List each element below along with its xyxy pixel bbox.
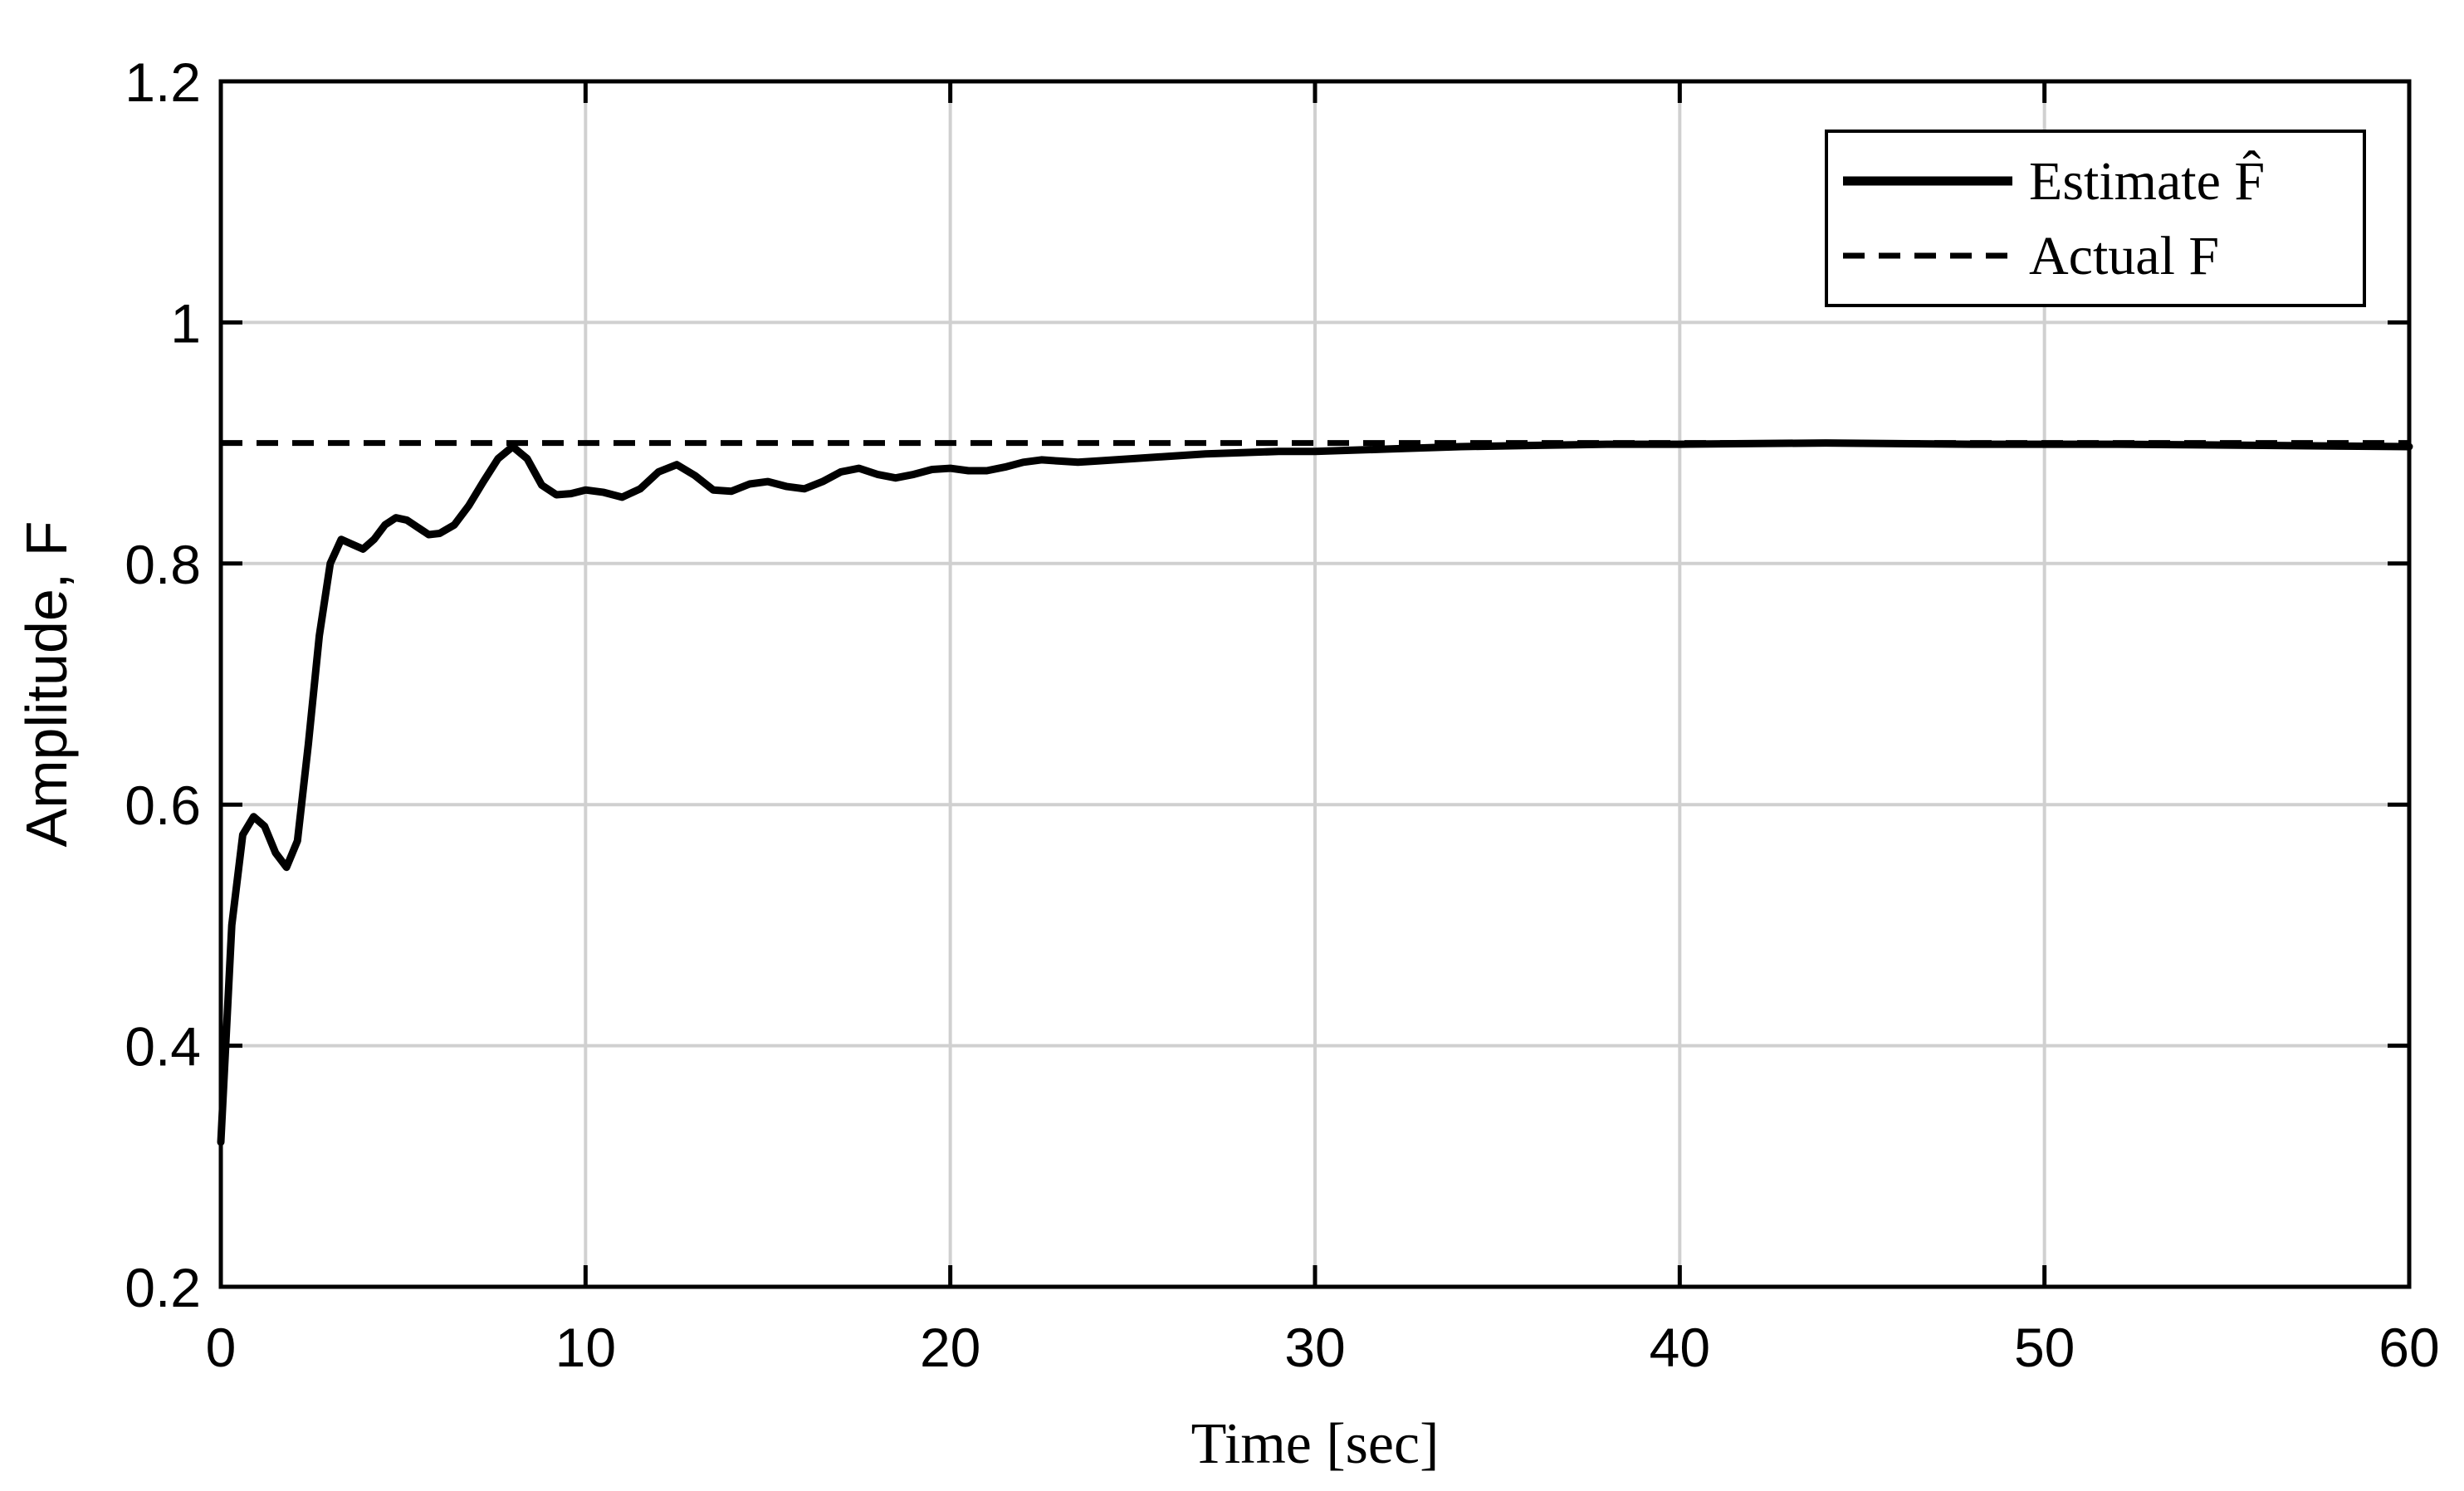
grid-lines [221,81,2409,1287]
y-axis-label: Amplitude, F [14,521,79,848]
y-tick-label: 0.2 [125,1257,201,1318]
x-tick-labels: 0 10 20 30 40 50 60 [206,1317,2440,1378]
y-tick-label: 0.8 [125,534,201,595]
y-tick-label: 0.6 [125,775,201,836]
x-tick-label: 60 [2378,1317,2439,1378]
legend: Estimate F̂ Actual F [1825,130,2366,307]
legend-label-estimate: Estimate F̂ [2029,150,2265,212]
x-tick-label: 10 [555,1317,616,1378]
x-tick-label: 30 [1284,1317,1345,1378]
y-tick-label: 1.2 [125,51,201,113]
series-layer [217,439,2413,1146]
legend-label-actual: Actual F [2029,226,2219,286]
y-tick-label: 1 [170,292,201,354]
tick-marks [218,79,2412,1289]
series-line-estimate [217,439,2413,1146]
x-axis-label: Time [sec] [1191,1412,1440,1476]
legend-box [1825,130,2366,307]
x-tick-label: 20 [920,1317,980,1378]
y-tick-label: 0.4 [125,1016,201,1078]
x-tick-label: 40 [1650,1317,1710,1378]
x-tick-label: 0 [206,1317,237,1378]
y-tick-labels: 0.2 0.4 0.6 0.8 1 1.2 [125,51,201,1318]
x-tick-label: 50 [2014,1317,2075,1378]
